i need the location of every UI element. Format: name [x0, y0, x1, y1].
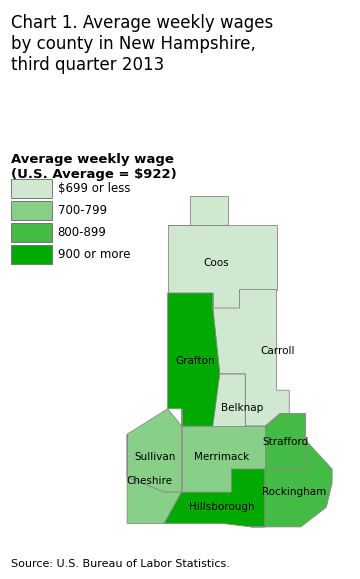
Text: Source: U.S. Bureau of Labor Statistics.: Source: U.S. Bureau of Labor Statistics. [11, 559, 230, 569]
Polygon shape [265, 413, 306, 469]
Polygon shape [213, 290, 289, 426]
Text: Coos: Coos [203, 258, 229, 268]
Polygon shape [181, 409, 265, 492]
Text: Rockingham: Rockingham [262, 487, 326, 497]
Text: Chart 1. Average weekly wages
by county in New Hampshire,
third quarter 2013: Chart 1. Average weekly wages by county … [11, 14, 273, 74]
Polygon shape [164, 469, 265, 527]
Text: Cheshire: Cheshire [126, 475, 172, 486]
Text: Average weekly wage
(U.S. Average = $922): Average weekly wage (U.S. Average = $922… [11, 153, 176, 181]
Polygon shape [213, 374, 265, 446]
Polygon shape [127, 409, 181, 492]
Text: Merrimack: Merrimack [194, 452, 250, 463]
Polygon shape [168, 196, 276, 308]
Text: Hillsborough: Hillsborough [189, 502, 255, 512]
Polygon shape [127, 434, 181, 523]
Text: Carroll: Carroll [260, 346, 295, 356]
Text: Grafton: Grafton [176, 356, 215, 367]
Text: Belknap: Belknap [221, 402, 263, 413]
Text: Strafford: Strafford [263, 437, 309, 448]
Text: Sullivan: Sullivan [134, 452, 176, 463]
Text: $699 or less: $699 or less [58, 182, 130, 195]
Text: 800-899: 800-899 [58, 226, 107, 239]
Text: 700-799: 700-799 [58, 204, 107, 217]
Polygon shape [168, 293, 245, 426]
Polygon shape [251, 440, 332, 527]
Text: 900 or more: 900 or more [58, 248, 130, 261]
